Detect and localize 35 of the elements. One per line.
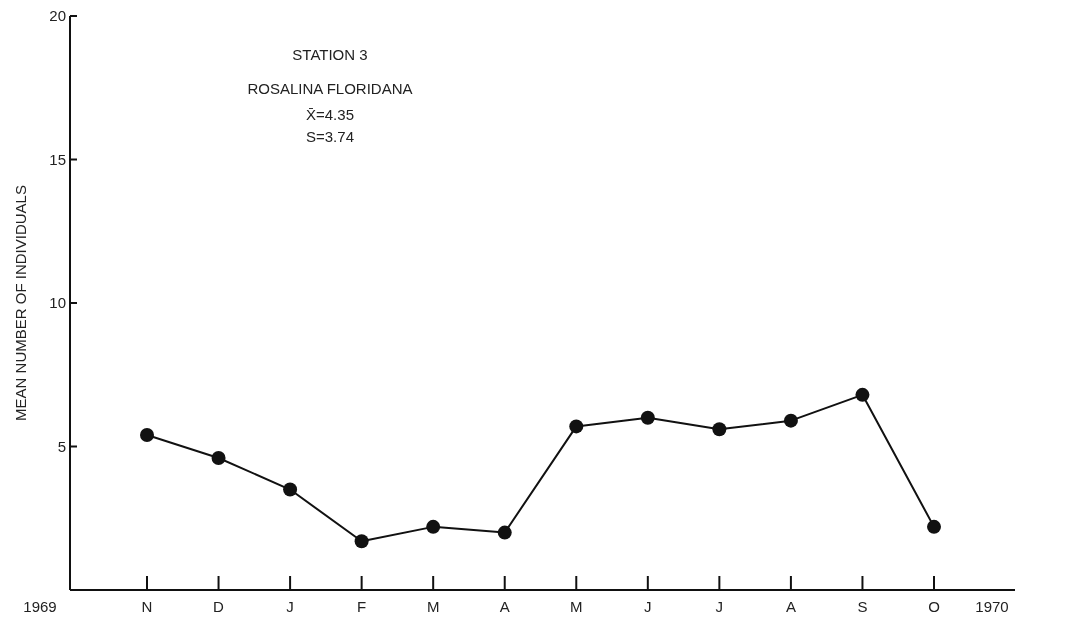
y-tick-label: 10 [49, 294, 66, 312]
x-tick-label: D [213, 598, 225, 615]
x-tick-label: F [357, 598, 367, 615]
point [140, 428, 154, 443]
y-tick-label: 5 [57, 437, 66, 455]
y-tick-label: 15 [49, 150, 66, 168]
point [283, 482, 298, 497]
x-tick-label: N [141, 598, 153, 615]
point [211, 450, 226, 465]
text: 1969 [23, 598, 57, 615]
annotation: X̄=4.35 [306, 106, 354, 123]
point [426, 519, 441, 534]
y-tick-label: 20 [49, 7, 66, 25]
annotation: S=3.74 [306, 128, 354, 145]
text: STATION 3 [292, 46, 368, 63]
point [783, 413, 798, 428]
text: ROSALINA FLORIDANA [247, 80, 413, 97]
x-tick-label: J [644, 598, 652, 615]
text: 1970 [975, 598, 1009, 615]
point [855, 387, 870, 402]
y-axis-title: MEAN NUMBER OF INDIVIDUALS [12, 185, 29, 421]
x-tick-label: O [928, 598, 940, 615]
x-tick-label: M [426, 598, 440, 615]
point [712, 422, 727, 437]
point [354, 534, 369, 549]
x-tick-label: M [570, 598, 583, 615]
x-tick-label: S [857, 598, 868, 615]
x-tick-label: A [499, 598, 510, 615]
x-tick-label: J [715, 598, 724, 615]
x-tick-label: J [286, 598, 294, 615]
point [569, 419, 584, 434]
x-tick-label: A [785, 598, 796, 615]
point [640, 410, 655, 425]
point [497, 525, 512, 540]
point [927, 519, 941, 534]
